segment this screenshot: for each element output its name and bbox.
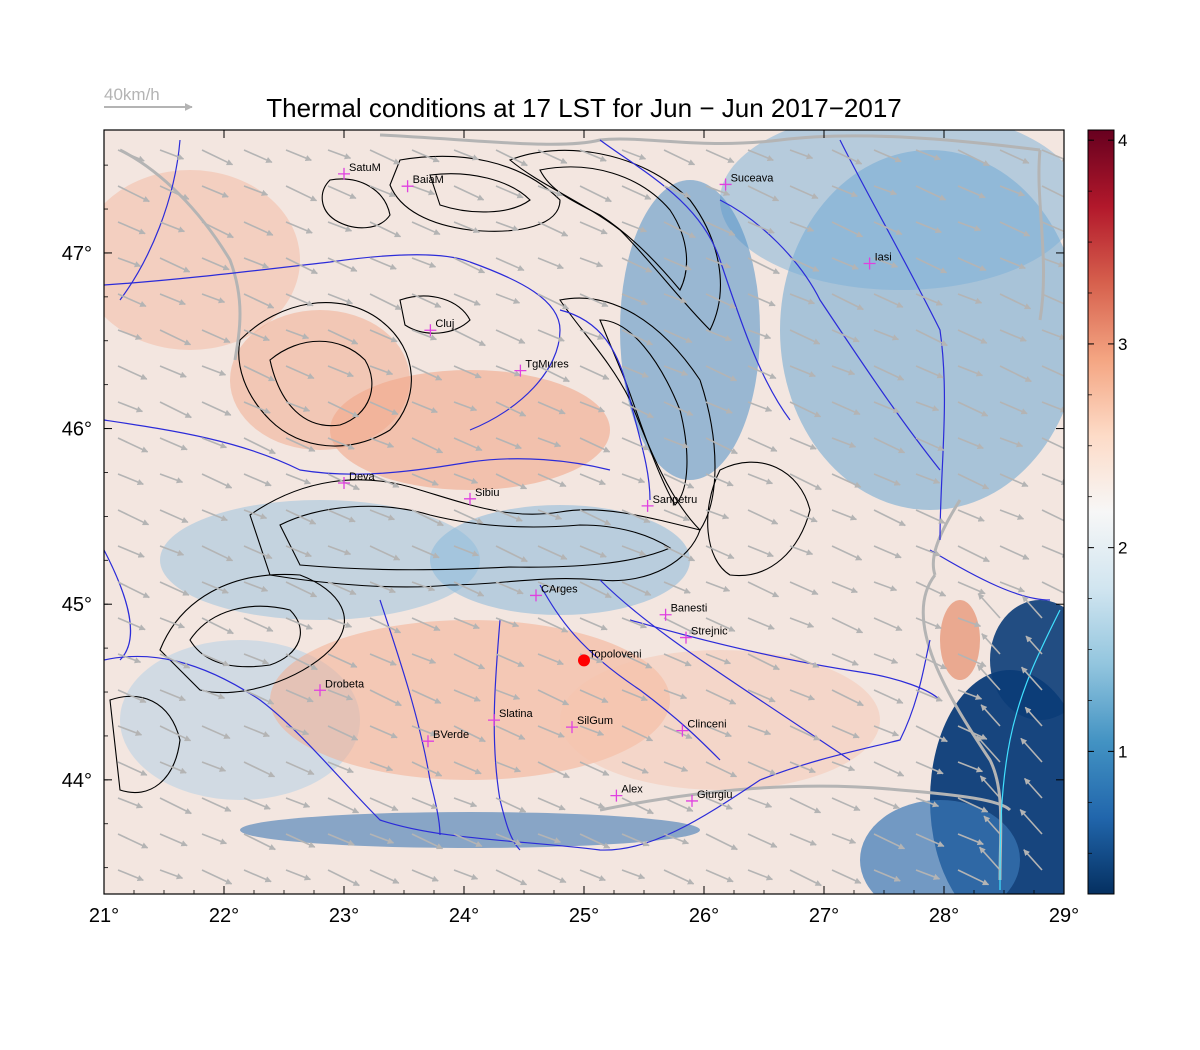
- colorbar-label: 1: [1118, 742, 1127, 761]
- city-cross-marker: [719, 178, 732, 191]
- city-label: Strejnic: [691, 626, 728, 638]
- x-tick-label: 25°: [569, 905, 599, 927]
- city-cross-marker: [401, 180, 414, 193]
- country-borders: [119, 133, 1045, 881]
- city-label: Banesti: [671, 603, 708, 615]
- city-cross-marker: [680, 631, 692, 644]
- colorbar-ramp: [1087, 129, 1115, 895]
- city-label: Suceava: [731, 172, 775, 184]
- city-tgmures: TgMures: [514, 359, 569, 377]
- city-cross-marker: [566, 721, 578, 734]
- city-label: Sibiu: [475, 487, 499, 499]
- city-cross-marker: [424, 324, 437, 337]
- city-cross-marker: [314, 684, 326, 697]
- city-deva: Deva: [338, 471, 376, 490]
- city-slatina: Slatina: [488, 708, 534, 727]
- city-label: BaiaM: [413, 174, 444, 186]
- city-alex: Alex: [610, 784, 643, 802]
- x-tick-label: 29°: [1049, 905, 1079, 927]
- city-carges: CArges: [530, 583, 578, 602]
- x-tick-label: 22°: [209, 905, 239, 927]
- y-tick-label: 47°: [62, 243, 92, 265]
- city-label: Sanpetru: [653, 494, 698, 506]
- city-cross-marker: [422, 735, 434, 748]
- city-drobeta: Drobeta: [314, 678, 365, 697]
- city-baiam: BaiaM: [401, 174, 444, 193]
- x-tick-label: 21°: [89, 905, 119, 927]
- city-giurgiu: Giurgiu: [686, 789, 732, 807]
- city-cross-marker: [676, 724, 689, 737]
- city-label: TgMures: [525, 359, 569, 371]
- city-cross-marker: [488, 714, 500, 727]
- city-label: Slatina: [499, 708, 534, 720]
- city-iasi: Iasi: [863, 251, 892, 270]
- city-label: Clinceni: [687, 719, 726, 731]
- city-strejnic: Strejnic: [680, 626, 728, 644]
- city-clinceni: Clinceni: [676, 719, 727, 737]
- y-tick-label: 44°: [62, 770, 92, 792]
- wind-scale-label: 40km/h: [104, 85, 160, 104]
- city-label: Deva: [349, 471, 376, 483]
- colorbar-label: 4: [1118, 131, 1127, 150]
- elevation-contours: [109, 149, 811, 794]
- city-label: SilGum: [577, 715, 613, 727]
- city-suceava: Suceava: [719, 172, 775, 191]
- wind-vectors: [117, 149, 1064, 887]
- city-banesti: Banesti: [659, 603, 708, 621]
- colorbar: 1 2 3 4: [1087, 129, 1127, 895]
- city-label: BVerde: [433, 729, 469, 741]
- thermal-field: [104, 130, 1064, 894]
- city-cross-marker: [863, 257, 876, 270]
- city-label: Drobeta: [325, 678, 365, 690]
- y-tick-label: 46°: [62, 419, 92, 441]
- city-cross-marker: [514, 364, 527, 377]
- city-sibiu: Sibiu: [464, 487, 499, 505]
- city-cross-marker: [338, 477, 350, 490]
- city-label: Giurgiu: [697, 789, 732, 801]
- x-tick-label: 24°: [449, 905, 479, 927]
- city-silgum: SilGum: [566, 715, 613, 734]
- x-tick-label: 23°: [329, 905, 359, 927]
- y-tick-label: 45°: [62, 594, 92, 616]
- city-cluj: Cluj: [424, 318, 454, 337]
- city-topoloveni: Topoloveni: [578, 648, 642, 667]
- map-panel: SatuM BaiaM Suceava Iasi Cluj TgMures Deva Sibi…: [62, 129, 1079, 927]
- x-axis: 21° 22° 23° 24° 25° 26° 27° 28° 29°: [89, 130, 1079, 927]
- city-markers: SatuM BaiaM Suceava Iasi Cluj TgMures Deva Sibi…: [314, 162, 892, 807]
- city-label: Iasi: [875, 251, 892, 263]
- city-sanpetru: Sanpetru: [641, 494, 698, 512]
- city-bverde: BVerde: [422, 729, 469, 748]
- city-label: SatuM: [349, 162, 381, 174]
- city-highlight-dot: [578, 654, 590, 667]
- city-cross-marker: [464, 492, 476, 505]
- city-label: Alex: [621, 784, 643, 796]
- city-cross-marker: [641, 499, 654, 512]
- city-cross-marker: [610, 789, 623, 802]
- city-label: Cluj: [435, 318, 454, 330]
- city-satum: SatuM: [338, 162, 381, 180]
- colorbar-label: 3: [1118, 335, 1127, 354]
- x-tick-label: 26°: [689, 905, 719, 927]
- y-axis: 44° 45° 46° 47°: [62, 164, 1064, 869]
- city-cross-marker: [659, 608, 672, 621]
- city-label: Topoloveni: [589, 648, 642, 660]
- x-tick-label: 27°: [809, 905, 839, 927]
- x-tick-label: 28°: [929, 905, 959, 927]
- rivers: [104, 139, 1061, 891]
- chart-title: Thermal conditions at 17 LST for Jun − J…: [266, 93, 902, 123]
- city-cross-marker: [530, 589, 542, 602]
- colorbar-label: 2: [1118, 539, 1127, 558]
- city-cross-marker: [338, 167, 350, 180]
- city-cross-marker: [686, 794, 698, 807]
- city-label: CArges: [541, 583, 578, 595]
- wind-scale: 40km/h: [104, 85, 193, 111]
- colorbar-ticks: 1 2 3 4: [1088, 131, 1127, 854]
